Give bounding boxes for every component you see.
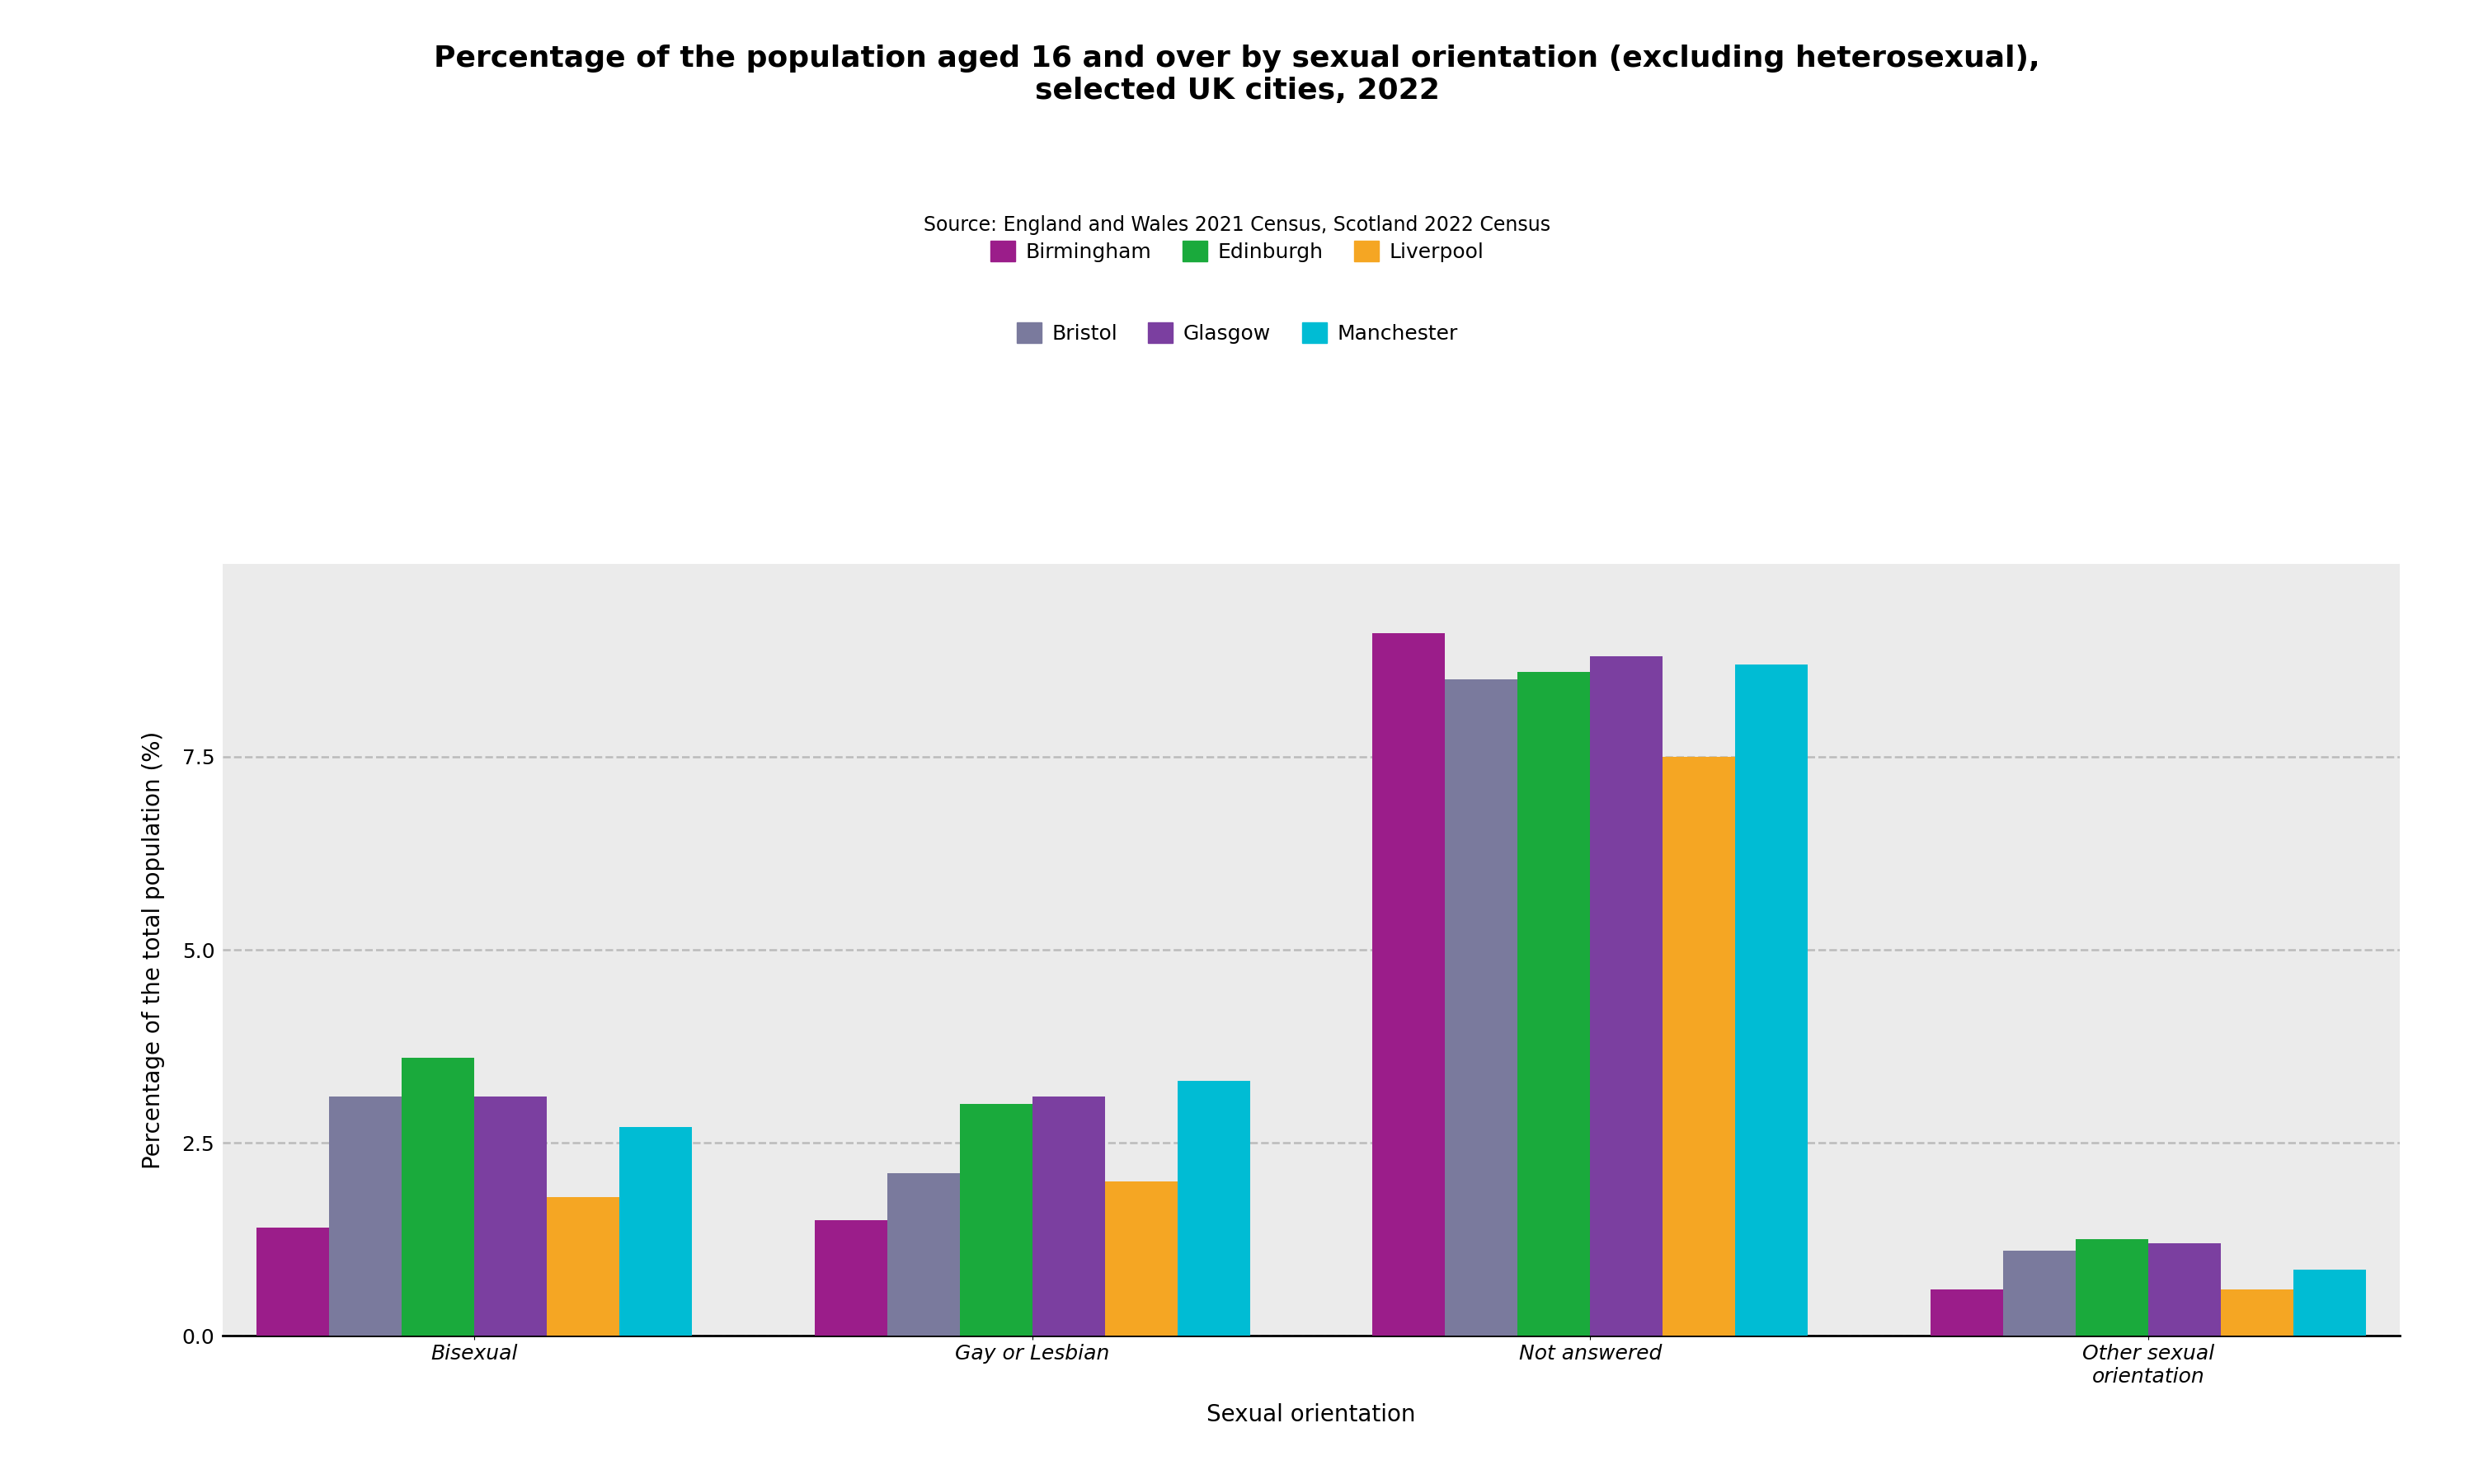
Bar [1373, 634, 1445, 1336]
Bar [1106, 1181, 1178, 1336]
Bar [547, 1196, 618, 1336]
Text: Source: England and Wales 2021 Census, Scotland 2022 Census: Source: England and Wales 2021 Census, S… [923, 215, 1551, 234]
Legend: Bristol, Glasgow, Manchester: Bristol, Glasgow, Manchester [1017, 322, 1457, 344]
Bar [2004, 1251, 2076, 1336]
Legend: Birmingham, Edinburgh, Liverpool: Birmingham, Edinburgh, Liverpool [990, 240, 1484, 263]
Bar [1445, 680, 1517, 1336]
Bar [475, 1097, 547, 1336]
Bar [1591, 656, 1663, 1336]
Bar [1178, 1080, 1249, 1336]
Bar [2147, 1244, 2222, 1336]
Bar [2076, 1239, 2147, 1336]
Bar [329, 1097, 401, 1336]
Bar [1930, 1290, 2004, 1336]
Bar [1032, 1097, 1106, 1336]
Y-axis label: Percentage of the total population (%): Percentage of the total population (%) [141, 730, 166, 1169]
Bar [401, 1058, 475, 1336]
Bar [888, 1174, 960, 1336]
Text: Percentage of the population aged 16 and over by sexual orientation (excluding h: Percentage of the population aged 16 and… [433, 45, 2041, 105]
Bar [257, 1227, 329, 1336]
Bar [1663, 757, 1734, 1336]
Bar [960, 1104, 1032, 1336]
Bar [2222, 1290, 2293, 1336]
Bar [1517, 672, 1591, 1336]
Bar [2293, 1270, 2365, 1336]
Bar [1734, 665, 1808, 1336]
X-axis label: Sexual orientation: Sexual orientation [1207, 1404, 1415, 1426]
Bar [618, 1128, 693, 1336]
Bar [814, 1220, 888, 1336]
